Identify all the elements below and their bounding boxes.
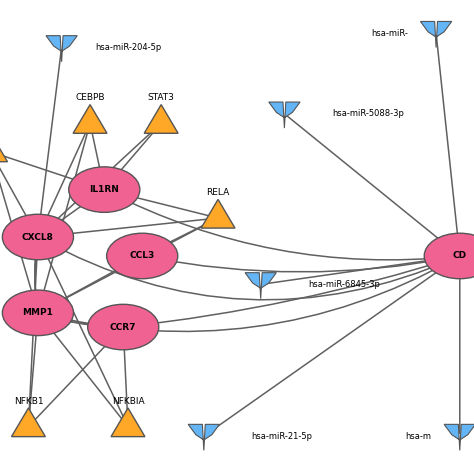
Text: MMP1: MMP1 bbox=[22, 309, 54, 317]
Text: hsa-miR-21-5p: hsa-miR-21-5p bbox=[251, 432, 312, 440]
Ellipse shape bbox=[88, 304, 159, 350]
Text: hsa-miR-: hsa-miR- bbox=[371, 29, 408, 37]
Polygon shape bbox=[269, 102, 300, 128]
Polygon shape bbox=[245, 273, 276, 299]
Text: IL1RN: IL1RN bbox=[89, 185, 119, 194]
Text: hsa-miR-6845-3p: hsa-miR-6845-3p bbox=[308, 280, 380, 289]
Text: hsa-miR-204-5p: hsa-miR-204-5p bbox=[95, 43, 161, 52]
Polygon shape bbox=[46, 36, 77, 62]
Text: NFKBIA: NFKBIA bbox=[112, 397, 144, 406]
Text: CEBPB: CEBPB bbox=[75, 93, 105, 102]
Polygon shape bbox=[73, 105, 107, 133]
Text: NFKB1: NFKB1 bbox=[14, 397, 43, 406]
Text: CD: CD bbox=[453, 252, 467, 260]
Polygon shape bbox=[201, 200, 235, 228]
Ellipse shape bbox=[424, 233, 474, 279]
Text: CCL3: CCL3 bbox=[129, 252, 155, 260]
Text: RELA: RELA bbox=[206, 188, 230, 197]
Text: hsa-m: hsa-m bbox=[405, 432, 431, 440]
Ellipse shape bbox=[2, 290, 73, 336]
Text: CCR7: CCR7 bbox=[110, 323, 137, 331]
Polygon shape bbox=[188, 424, 219, 450]
Text: CXCL8: CXCL8 bbox=[22, 233, 54, 241]
Ellipse shape bbox=[107, 233, 178, 279]
Text: hsa-miR-5088-3p: hsa-miR-5088-3p bbox=[332, 109, 404, 118]
Polygon shape bbox=[444, 424, 474, 450]
Polygon shape bbox=[420, 21, 452, 47]
Polygon shape bbox=[111, 408, 145, 437]
Polygon shape bbox=[0, 133, 8, 162]
Ellipse shape bbox=[69, 167, 140, 212]
Polygon shape bbox=[11, 408, 46, 437]
Text: STAT3: STAT3 bbox=[148, 93, 174, 102]
Ellipse shape bbox=[2, 214, 73, 260]
Polygon shape bbox=[144, 105, 178, 133]
